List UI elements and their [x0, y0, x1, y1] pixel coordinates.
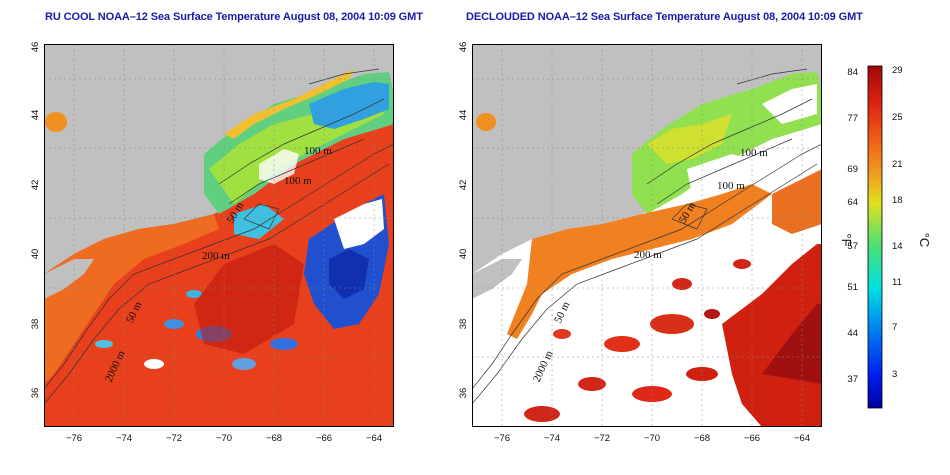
isobath-label: 100 m	[717, 180, 745, 192]
y-tick-label: 38	[458, 319, 469, 330]
c-tick: 11	[892, 277, 902, 288]
f-tick: 51	[847, 282, 858, 293]
f-tick: 57	[847, 241, 858, 252]
f-tick: 84	[847, 67, 858, 78]
isobath-label: 100 m	[304, 145, 332, 157]
y-tick-label: 46	[30, 42, 41, 53]
y-axis-left: 36 38 40 42 44 46	[30, 42, 41, 399]
map-panel-cloudy: 100 m 100 m 50 m 200 m 50 m 2000 m	[44, 44, 394, 427]
c-tick: 29	[892, 65, 903, 76]
f-tick: 69	[847, 164, 858, 175]
y-tick-label: 42	[458, 180, 469, 191]
colorbar: 84 77 69 64 57 51 44 37 29 25 21 18 14 1…	[839, 65, 932, 409]
lake-blob	[476, 113, 496, 131]
x-tick-label: −74	[116, 433, 132, 444]
y-tick-label: 36	[30, 388, 41, 399]
map-frame	[472, 44, 822, 427]
y-tick-label: 44	[30, 110, 41, 121]
isobath-label: 100 m	[740, 147, 768, 159]
isobath-label: 200 m	[202, 250, 230, 262]
x-tick-label: −74	[544, 433, 560, 444]
isobath-label: 100 m	[284, 175, 312, 187]
lake-blob	[45, 112, 67, 132]
f-tick: 44	[847, 328, 858, 339]
unit-f-label: °F	[839, 233, 854, 246]
x-tick-label: −70	[216, 433, 232, 444]
title-left: RU COOL NOAA–12 Sea Surface Temperature …	[45, 11, 423, 23]
y-tick-label: 40	[30, 249, 41, 260]
f-tick: 64	[847, 197, 858, 208]
colorbar-gradient	[867, 65, 883, 409]
sst-map-cloudy: 100 m 100 m 50 m 200 m 50 m 2000 m	[44, 44, 394, 427]
grid-lines	[472, 44, 822, 427]
f-tick: 77	[847, 113, 858, 124]
y-tick-label: 44	[458, 110, 469, 121]
isobath-label: 200 m	[634, 249, 662, 261]
map-panel-declouded: 100 m 100 m 50 m 200 m 50 m 2000 m	[472, 44, 822, 427]
c-tick: 7	[892, 322, 897, 333]
sst-map-declouded: 100 m 100 m 50 m 200 m 50 m 2000 m	[472, 44, 822, 427]
c-tick: 14	[892, 241, 903, 252]
x-tick-label: −64	[366, 433, 382, 444]
x-tick-label: −66	[316, 433, 332, 444]
title-right: DECLOUDED NOAA–12 Sea Surface Temperatur…	[466, 11, 863, 23]
x-tick-label: −66	[744, 433, 760, 444]
y-tick-label: 40	[458, 249, 469, 260]
c-tick: 18	[892, 195, 903, 206]
c-tick: 25	[892, 112, 903, 123]
y-tick-label: 38	[30, 319, 41, 330]
y-tick-label: 46	[458, 42, 469, 53]
x-axis-left: −76 −74 −72 −70 −68 −66 −64	[66, 433, 382, 444]
x-tick-label: −76	[494, 433, 510, 444]
f-tick: 37	[847, 374, 858, 385]
y-axis-right: 36 38 40 42 44 46	[458, 42, 469, 399]
x-tick-label: −68	[694, 433, 710, 444]
x-tick-label: −64	[794, 433, 810, 444]
grid-lines	[44, 44, 394, 427]
x-axis-right: −76 −74 −72 −70 −68 −66 −64	[494, 433, 810, 444]
x-tick-label: −76	[66, 433, 82, 444]
isobath-contours	[472, 68, 822, 405]
x-tick-label: −72	[166, 433, 182, 444]
x-tick-label: −70	[644, 433, 660, 444]
y-tick-label: 36	[458, 388, 469, 399]
y-tick-label: 42	[30, 180, 41, 191]
isobath-contours	[44, 68, 394, 405]
c-tick: 21	[892, 159, 903, 170]
x-tick-label: −72	[594, 433, 610, 444]
c-tick: 3	[892, 369, 897, 380]
unit-c-label: °C	[917, 233, 932, 248]
map-frame	[44, 44, 394, 427]
x-tick-label: −68	[266, 433, 282, 444]
